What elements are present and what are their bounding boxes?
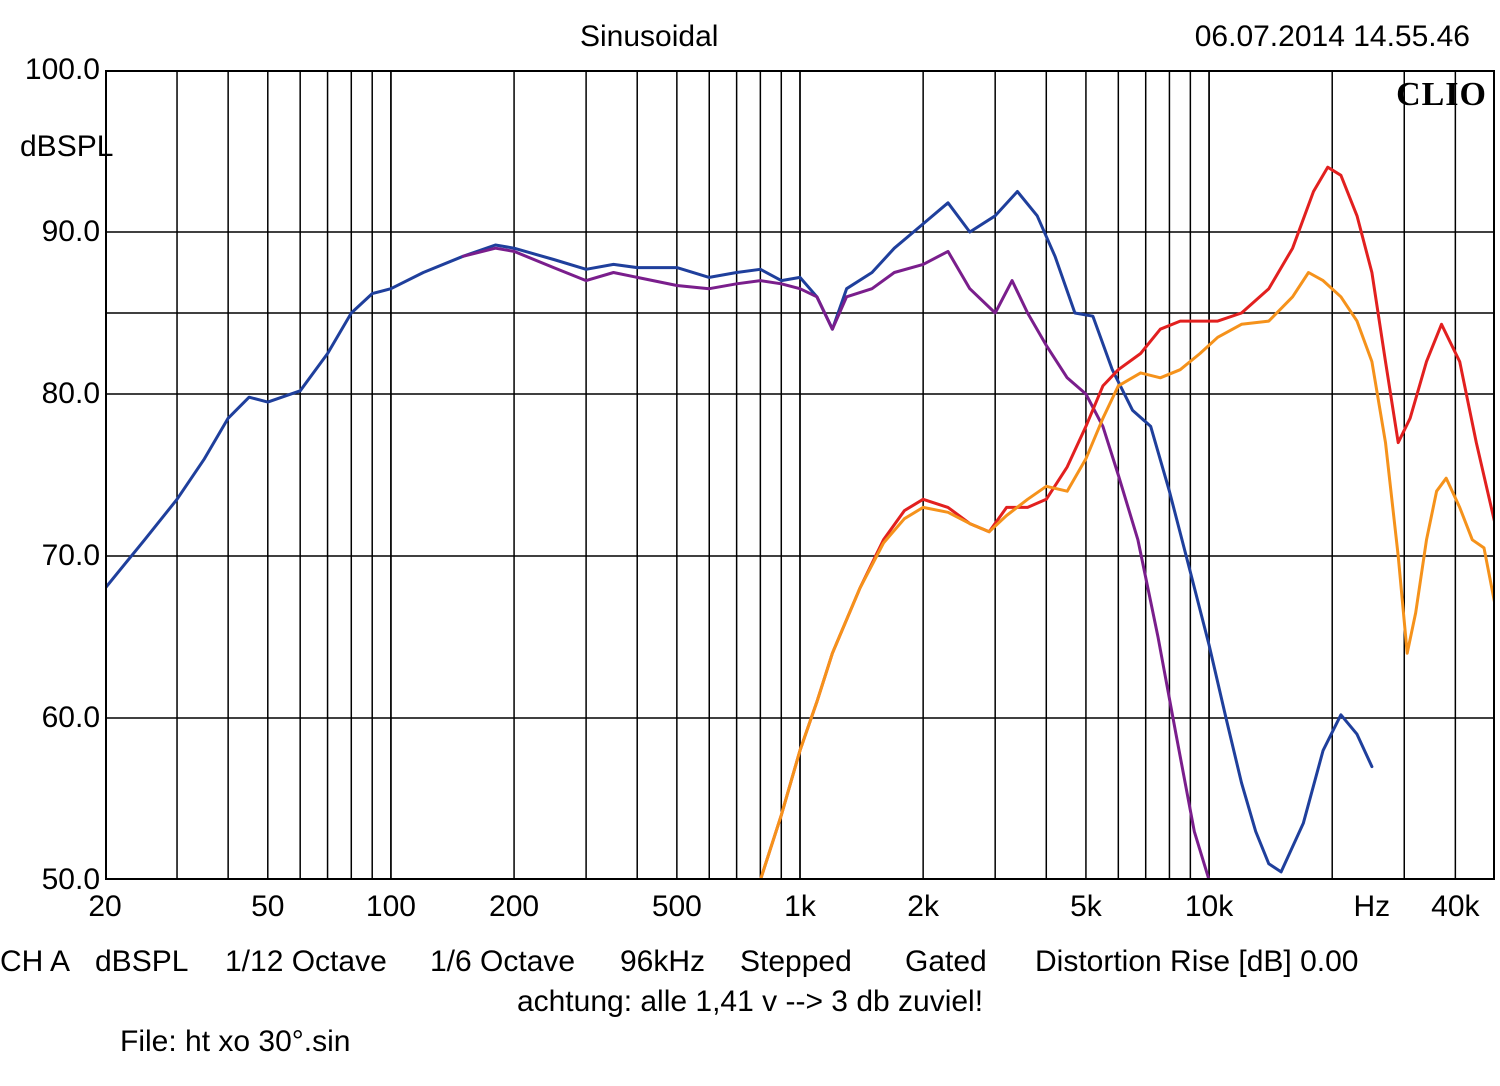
ytick-label: 70.0 <box>10 539 100 573</box>
footer-file: File: ht xo 30°.sin <box>120 1025 350 1059</box>
xtick-label: 20 <box>88 890 121 924</box>
footer-param: Gated <box>905 945 987 979</box>
chart-datetime: 06.07.2014 14.55.46 <box>1195 20 1470 54</box>
xtick-label: 100 <box>366 890 416 924</box>
xtick-label: 200 <box>489 890 539 924</box>
xtick-label: 500 <box>652 890 702 924</box>
y-axis-label: dBSPL <box>20 130 113 164</box>
xtick-label: 50 <box>251 890 284 924</box>
footer-note: achtung: alle 1,41 v --> 3 db zuviel! <box>0 985 1500 1019</box>
footer-param: Stepped <box>740 945 852 979</box>
footer-param: 1/6 Octave <box>430 945 575 979</box>
ytick-label: 60.0 <box>10 701 100 735</box>
footer-param: 96kHz <box>620 945 705 979</box>
chart-area: CLIO <box>105 70 1495 880</box>
ytick-label: 100.0 <box>10 53 100 87</box>
clio-logo: CLIO <box>1396 76 1487 114</box>
xtick-label: 2k <box>907 890 939 924</box>
footer-param: dBSPL <box>95 945 188 979</box>
x-unit-label: Hz <box>1354 890 1391 924</box>
ytick-label: 80.0 <box>10 377 100 411</box>
xtick-label: 5k <box>1070 890 1102 924</box>
xtick-label: 40k <box>1431 890 1479 924</box>
ytick-label: 50.0 <box>10 863 100 897</box>
chart-svg <box>105 70 1495 880</box>
xtick-label: 1k <box>784 890 816 924</box>
series-purple <box>463 248 1209 880</box>
xtick-label: 10k <box>1185 890 1233 924</box>
chart-title: Sinusoidal <box>580 20 718 54</box>
ytick-label: 90.0 <box>10 215 100 249</box>
footer-param: 1/12 Octave <box>225 945 387 979</box>
footer-param: CH A <box>0 945 70 979</box>
footer-param: Distortion Rise [dB] 0.00 <box>1035 945 1358 979</box>
